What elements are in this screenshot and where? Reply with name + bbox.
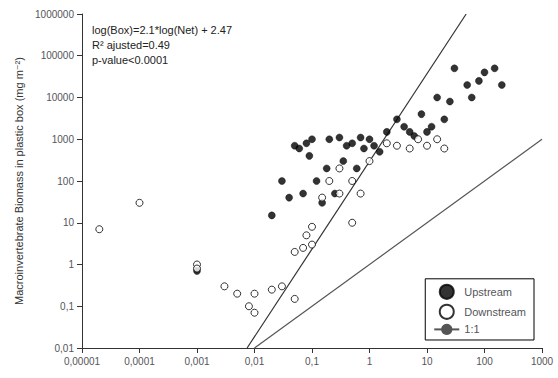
svg-text:1: 1 [367,356,373,367]
svg-text:0,1: 0,1 [60,301,74,312]
svg-text:10000: 10000 [46,92,74,103]
svg-text:Macroinvertebrate Biomass in p: Macroinvertebrate Biomass in plastic box… [13,57,25,305]
svg-text:10: 10 [63,217,75,228]
svg-text:1000: 1000 [531,356,554,367]
svg-text:0,00001: 0,00001 [64,356,101,367]
svg-text:Upstream: Upstream [464,286,512,298]
svg-text:1000: 1000 [52,134,75,145]
svg-text:1: 1 [68,259,74,270]
svg-text:Downstream: Downstream [464,306,526,318]
svg-text:1:1: 1:1 [464,323,479,335]
svg-text:100: 100 [57,176,74,187]
svg-text:100: 100 [476,356,493,367]
svg-text:0,01: 0,01 [245,356,265,367]
svg-text:100000: 100000 [41,50,75,61]
svg-text:log(Box)=2.1*log(Net) + 2.47: log(Box)=2.1*log(Net) + 2.47 [92,24,232,36]
svg-text:0,01: 0,01 [55,343,75,354]
svg-text:p-value<0.0001: p-value<0.0001 [92,54,168,66]
svg-text:0,1: 0,1 [305,356,319,367]
svg-text:1000000: 1000000 [35,9,74,20]
svg-text:0,0001: 0,0001 [124,356,155,367]
svg-text:0,001: 0,001 [184,356,209,367]
svg-text:R² ajusted=0.49: R² ajusted=0.49 [92,39,170,51]
svg-text:10: 10 [421,356,433,367]
